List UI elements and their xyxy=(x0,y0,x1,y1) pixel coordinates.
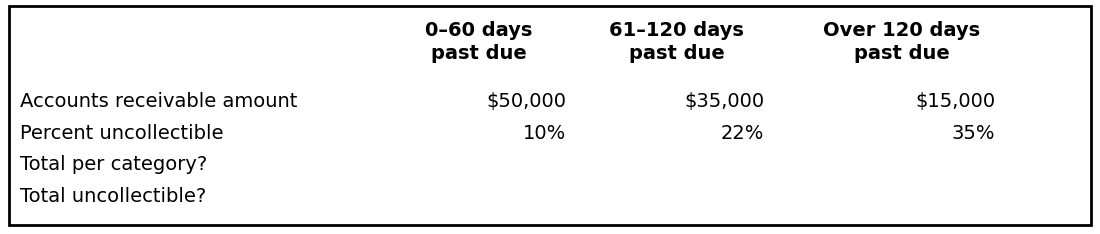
Text: 0–60 days
past due: 0–60 days past due xyxy=(425,21,532,63)
Text: 61–120 days
past due: 61–120 days past due xyxy=(609,21,744,63)
Text: Total uncollectible?: Total uncollectible? xyxy=(20,187,206,206)
Text: $50,000: $50,000 xyxy=(486,92,566,111)
Text: 22%: 22% xyxy=(722,124,764,143)
Text: Total per category?: Total per category? xyxy=(20,155,207,175)
Text: 10%: 10% xyxy=(524,124,567,143)
Text: Over 120 days
past due: Over 120 days past due xyxy=(824,21,980,63)
Text: Accounts receivable amount: Accounts receivable amount xyxy=(20,92,297,111)
Text: $15,000: $15,000 xyxy=(915,92,996,111)
Text: Percent uncollectible: Percent uncollectible xyxy=(20,124,223,143)
Text: 35%: 35% xyxy=(952,124,996,143)
Text: $35,000: $35,000 xyxy=(684,92,764,111)
